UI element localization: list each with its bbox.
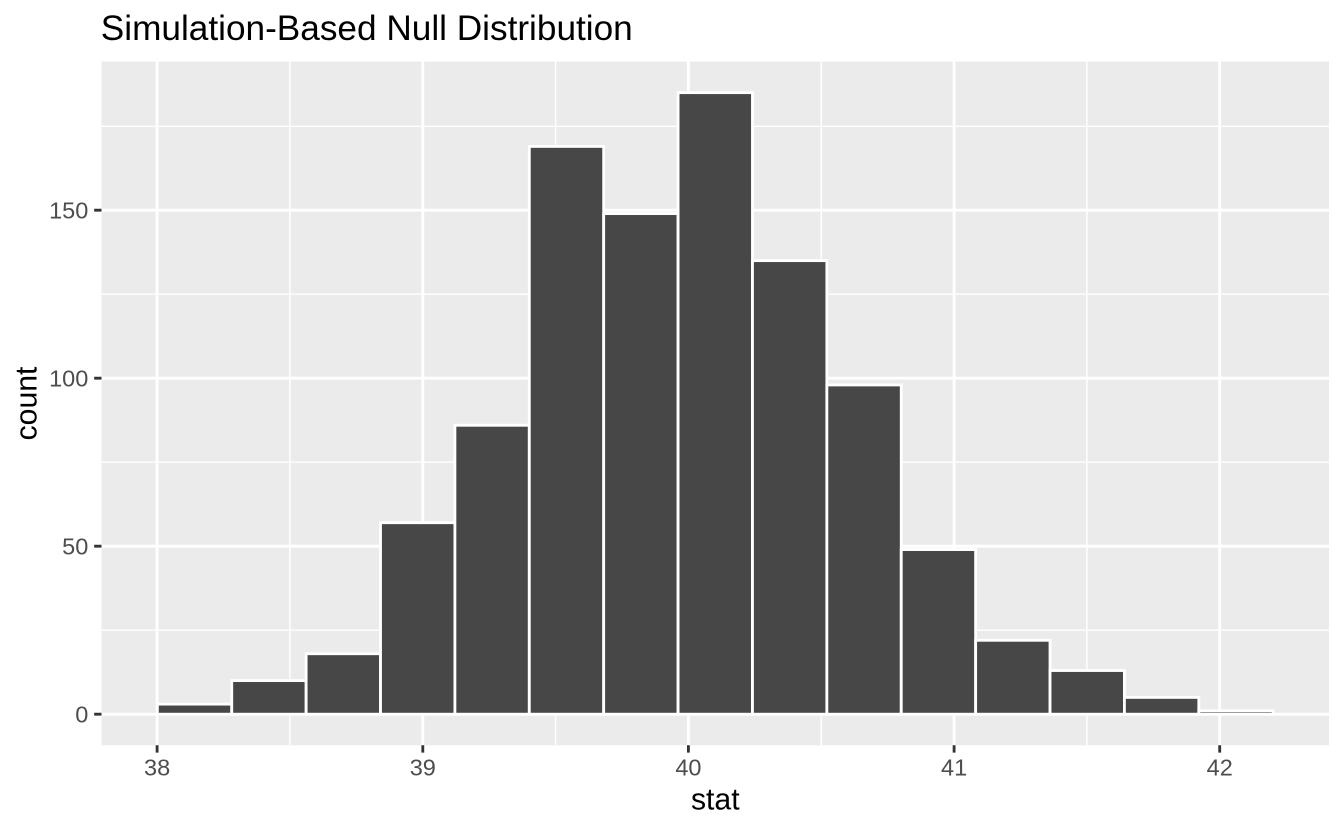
svg-text:100: 100 <box>49 366 88 392</box>
svg-text:50: 50 <box>62 534 88 560</box>
svg-text:39: 39 <box>410 754 436 780</box>
svg-text:41: 41 <box>941 754 967 780</box>
svg-text:38: 38 <box>144 754 170 780</box>
svg-text:0: 0 <box>75 702 88 728</box>
svg-text:40: 40 <box>675 754 701 780</box>
svg-text:stat: stat <box>691 784 740 817</box>
svg-text:Simulation-Based Null Distribu: Simulation-Based Null Distribution <box>101 9 633 48</box>
svg-text:count: count <box>10 366 43 440</box>
svg-text:150: 150 <box>49 198 88 224</box>
svg-text:42: 42 <box>1207 754 1233 780</box>
